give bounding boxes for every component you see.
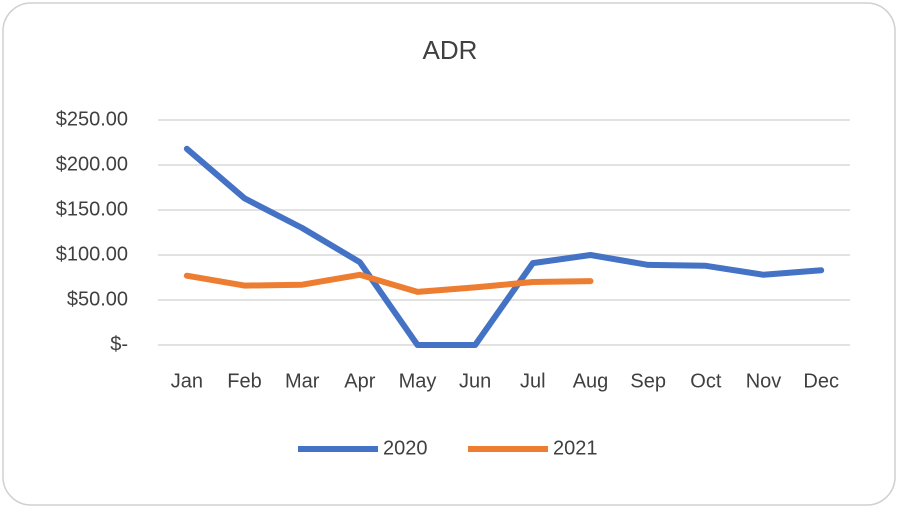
y-tick-label: $250.00 <box>56 108 128 130</box>
y-tick-label: $100.00 <box>56 243 128 265</box>
y-tick-label: $- <box>110 333 128 355</box>
legend-label: 2020 <box>383 437 428 459</box>
x-tick-label: Oct <box>690 370 722 392</box>
y-tick-label: $50.00 <box>67 288 128 310</box>
legend-label: 2021 <box>553 437 598 459</box>
data-line <box>183 145 825 348</box>
x-tick-label: Sep <box>630 370 666 392</box>
x-tick-label: Feb <box>227 370 261 392</box>
chart-title: ADR <box>423 35 478 65</box>
x-tick-label: Nov <box>746 370 782 392</box>
x-tick-label: Jun <box>459 370 491 392</box>
x-tick-label: Jul <box>520 370 546 392</box>
y-tick-label: $150.00 <box>56 198 128 220</box>
chart-border <box>2 2 896 506</box>
x-tick-label: Jan <box>171 370 203 392</box>
x-tick-label: Apr <box>344 370 375 392</box>
x-tick-label: Dec <box>803 370 839 392</box>
y-tick-label: $200.00 <box>56 153 128 175</box>
x-tick-label: May <box>399 370 437 392</box>
x-tick-label: Aug <box>573 370 609 392</box>
x-tick-label: Mar <box>285 370 320 392</box>
data-line <box>183 271 594 295</box>
